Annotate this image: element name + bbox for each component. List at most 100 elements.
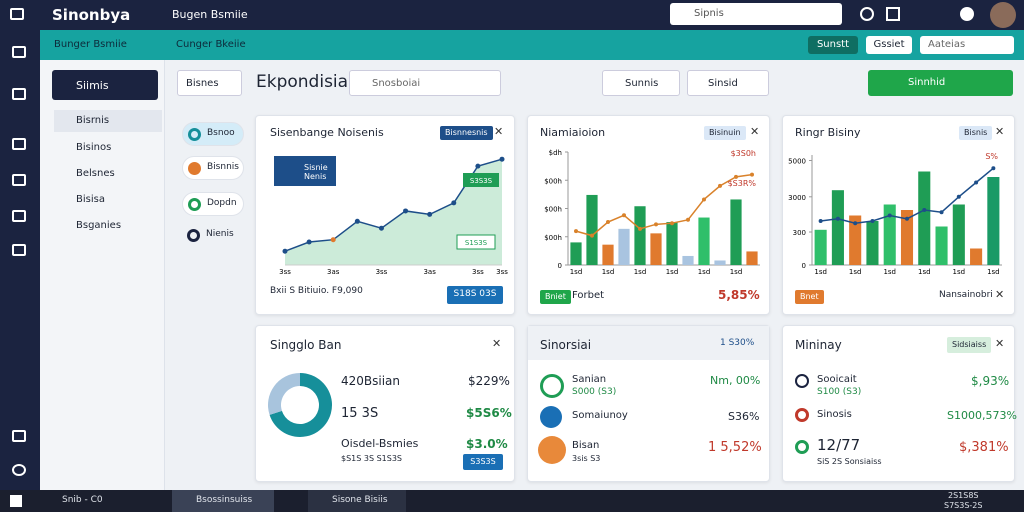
sidebar-item[interactable]: Bisisa bbox=[76, 194, 105, 205]
legend-pill[interactable]: Dopdn bbox=[182, 192, 244, 216]
start[interactable] bbox=[10, 495, 22, 507]
nav-icon[interactable] bbox=[12, 244, 26, 256]
legend-pill[interactable]: Bisnnis bbox=[182, 156, 244, 180]
panel-title: Singglo Ban bbox=[270, 338, 342, 352]
card-footer: Nansainobri bbox=[939, 290, 993, 300]
row-value: $,381% bbox=[959, 440, 1009, 455]
row-icon bbox=[795, 408, 809, 422]
chart-card: Ringr Bisiny Bisnis ✕ Bnet Nansainobri ✕ bbox=[782, 115, 1015, 315]
card-tag[interactable]: Bisinuin bbox=[704, 126, 746, 140]
panel-badge[interactable]: Sidsiaiss bbox=[947, 337, 992, 353]
row-label: 420Bsiian bbox=[341, 374, 401, 388]
action-button[interactable]: Sinnhid bbox=[868, 70, 1013, 96]
taskbar: Snib - C0 Bsossinsuiss Sisone Bisiis 2S1… bbox=[0, 490, 1024, 512]
nav-icon[interactable] bbox=[12, 430, 26, 442]
toolbar-search[interactable]: Snosboiai bbox=[349, 70, 501, 96]
close[interactable]: ✕ bbox=[995, 288, 1005, 301]
row-value: $,93% bbox=[971, 374, 1010, 388]
nav-icon[interactable] bbox=[12, 464, 26, 476]
panel-button[interactable]: S3S3S bbox=[463, 454, 503, 470]
icon[interactable] bbox=[860, 7, 874, 21]
panel-title: Mininay bbox=[795, 338, 842, 352]
sidebar-active[interactable]: Siimis bbox=[52, 70, 158, 100]
taskbar-search[interactable]: Snib - C0 bbox=[62, 495, 103, 505]
card-tag[interactable]: Bisnis bbox=[959, 126, 993, 140]
close[interactable]: ✕ bbox=[995, 337, 1005, 350]
legend-pill[interactable]: Bsnoo bbox=[182, 122, 244, 146]
sub-search[interactable]: Aateias bbox=[920, 36, 1014, 54]
nav-icon[interactable] bbox=[12, 138, 26, 150]
close[interactable]: ✕ bbox=[494, 125, 504, 138]
logo: Sinonbya bbox=[52, 6, 131, 24]
sidebar: Siimis Bisrnis Bisinos Belsnes Bisisa Bs… bbox=[40, 60, 165, 490]
sub-nav: Bunger Bsmiie Cunger Bkeiie Sunstt Gssie… bbox=[40, 30, 1024, 60]
row-icon bbox=[540, 406, 562, 428]
card-title: Niamiaioion bbox=[540, 126, 606, 139]
sidebar-item[interactable]: Belsnes bbox=[76, 168, 115, 179]
nav-icon[interactable] bbox=[12, 88, 26, 100]
row-value: $229% bbox=[468, 374, 510, 388]
row-label: Bisan bbox=[572, 440, 600, 451]
panel: Sinorsiai 1 S30% Sanian S000 (S3) Nm, 00… bbox=[527, 325, 770, 482]
panel-badge: 1 S30% bbox=[720, 338, 755, 348]
notifications[interactable] bbox=[960, 7, 974, 21]
row-value: S1000,573% bbox=[947, 409, 1017, 422]
card-button[interactable]: S18S 03S bbox=[447, 286, 503, 304]
nav-icon[interactable] bbox=[12, 46, 26, 58]
card-footer: Forbet bbox=[572, 290, 605, 301]
close[interactable]: ✕ bbox=[995, 125, 1005, 138]
icon[interactable] bbox=[886, 7, 900, 21]
row-label: Sanian bbox=[572, 374, 607, 385]
filter[interactable]: Sinsid bbox=[687, 70, 769, 96]
row-sub: S000 (S3) bbox=[572, 387, 617, 397]
row-label: 12/77 bbox=[817, 436, 861, 454]
nav-icon[interactable] bbox=[12, 210, 26, 222]
note: $S1S 3S S1S3S bbox=[341, 454, 403, 463]
footer-tag: Bniet bbox=[540, 290, 571, 304]
row-icon bbox=[795, 374, 809, 388]
legend-dot bbox=[188, 128, 201, 141]
row-label: Sinosis bbox=[817, 409, 852, 420]
sub-button[interactable]: Gssiet bbox=[866, 36, 912, 54]
chart-card: Sisenbange Noisenis Bisnnesnis ✕ Sisnie … bbox=[255, 115, 515, 315]
avatar[interactable] bbox=[990, 2, 1016, 28]
row-value: S36% bbox=[728, 410, 760, 423]
nav-icon[interactable] bbox=[12, 174, 26, 186]
row-value: $3.0% bbox=[466, 437, 508, 451]
sub-link[interactable]: Bunger Bsmiie bbox=[54, 39, 127, 50]
row-value: 1 5,52% bbox=[708, 440, 762, 455]
panel: Mininay Sidsiaiss ✕ Sooicait S100 (S3) $… bbox=[782, 325, 1017, 482]
taskbar-app[interactable]: Sisone Bisiis bbox=[308, 490, 406, 512]
icon-rail bbox=[0, 30, 40, 490]
search-box[interactable]: Sipnis bbox=[670, 3, 842, 25]
card-title: Sisenbange Noisenis bbox=[270, 126, 384, 139]
card-tag[interactable]: Bisnnesnis bbox=[440, 126, 493, 140]
sub-button[interactable]: Sunstt bbox=[808, 36, 858, 54]
chart-card: Niamiaioion Bisinuin ✕ Bniet Forbet 5,85… bbox=[527, 115, 770, 315]
row-sub: SiS 2S Sonsiaiss bbox=[817, 457, 882, 466]
menu-icon[interactable] bbox=[10, 8, 24, 20]
clock-date: S7S3S-2S bbox=[944, 501, 983, 510]
row-value: Nm, 00% bbox=[710, 374, 761, 387]
sidebar-item[interactable]: Bsganies bbox=[76, 220, 122, 231]
close[interactable]: ✕ bbox=[492, 337, 502, 350]
row-icon bbox=[795, 440, 809, 454]
sidebar-item[interactable]: Bisrnis bbox=[54, 110, 162, 132]
legend-pill[interactable]: Nienis bbox=[182, 224, 244, 248]
badge: Sisnie Nenis bbox=[274, 156, 336, 186]
legend-text: Bsnoo bbox=[207, 128, 235, 138]
sub-link[interactable]: Cunger Bkeiie bbox=[176, 39, 246, 50]
row-sub: S100 (S3) bbox=[817, 387, 862, 397]
legend-text: Dopdn bbox=[207, 198, 237, 208]
toolbar-button[interactable]: Bisnes bbox=[177, 70, 242, 96]
card-title: Ringr Bisiny bbox=[795, 126, 861, 139]
legend-dot bbox=[188, 198, 201, 211]
workspace[interactable]: Bugen Bsmiie bbox=[172, 8, 248, 21]
filter[interactable]: Sunnis bbox=[602, 70, 680, 96]
taskbar-app[interactable]: Bsossinsuiss bbox=[172, 490, 274, 512]
sidebar-item[interactable]: Bisinos bbox=[76, 142, 112, 153]
panel-header bbox=[528, 326, 769, 360]
close[interactable]: ✕ bbox=[750, 125, 760, 138]
legend-dot bbox=[187, 229, 200, 242]
